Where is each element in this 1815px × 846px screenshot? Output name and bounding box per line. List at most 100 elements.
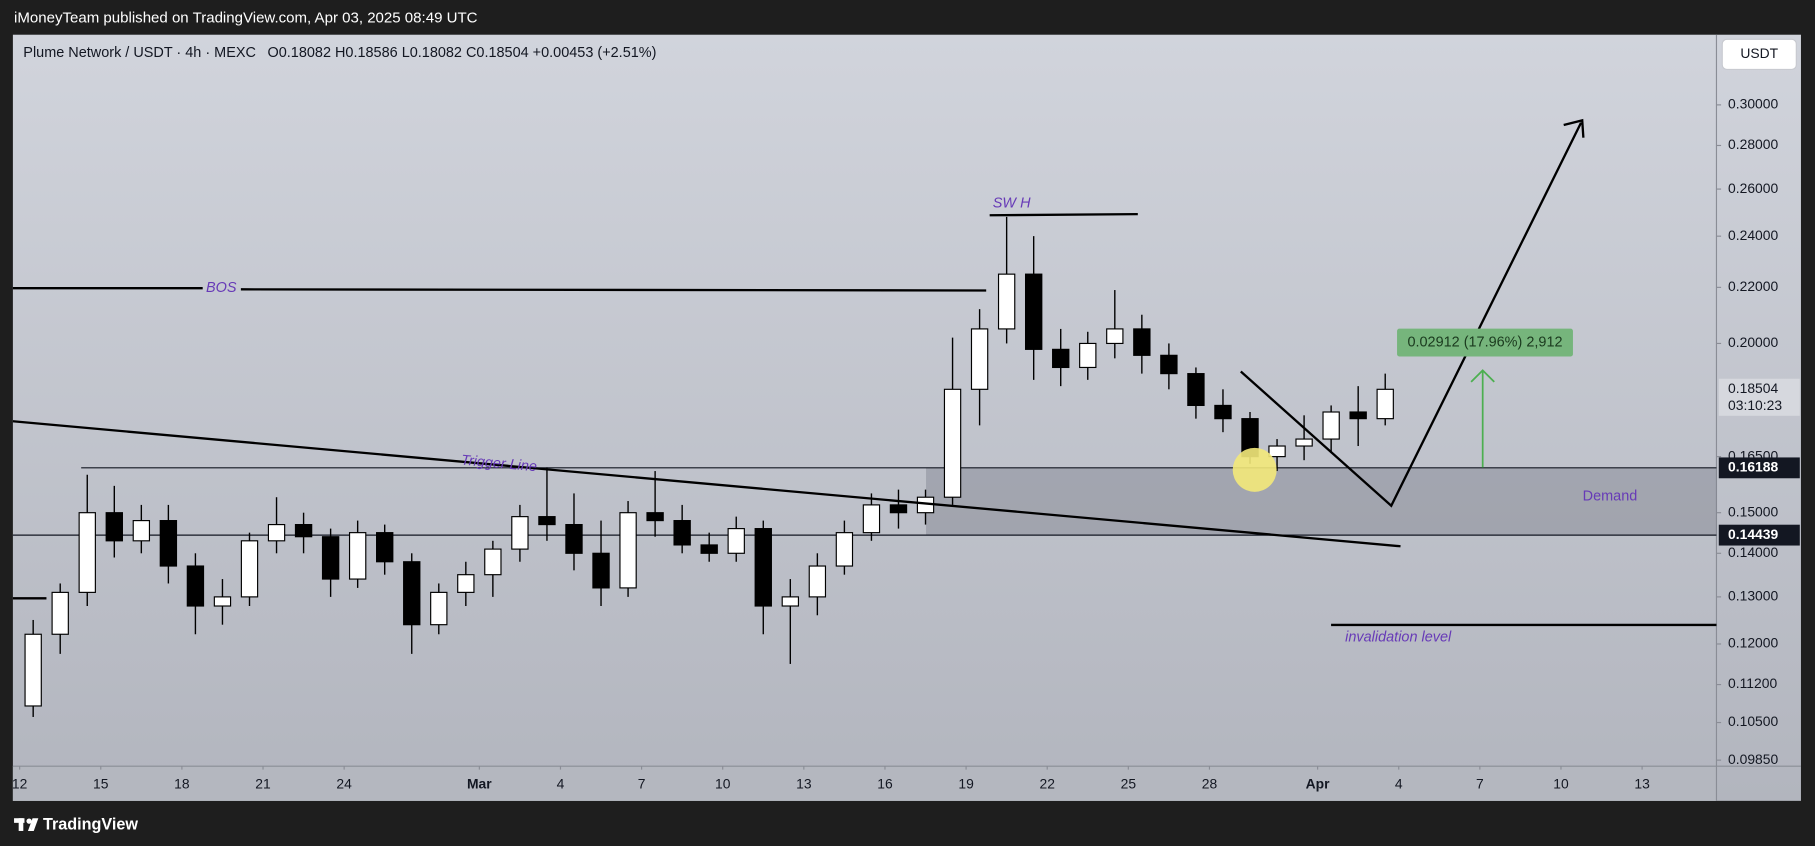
candle-body — [1295, 438, 1313, 447]
candle-body — [430, 591, 448, 626]
level-price-label: 0.16188 — [1728, 459, 1778, 475]
candle-body — [1268, 445, 1286, 458]
x-tick-label: 13 — [1634, 775, 1650, 791]
candle-body — [1079, 342, 1097, 369]
y-tick-label: 0.09850 — [1728, 751, 1778, 767]
level-price-label: 0.14439 — [1728, 526, 1778, 542]
swh-label: SW H — [993, 196, 1031, 212]
x-tick-label: 15 — [93, 775, 109, 791]
candle-body — [673, 520, 691, 546]
logo-part — [26, 818, 32, 824]
x-tick-label: Mar — [467, 775, 492, 791]
candle-body — [1349, 411, 1367, 420]
candle-body — [808, 565, 827, 598]
candle-body — [213, 596, 232, 607]
x-tick-label: 28 — [1202, 775, 1218, 791]
candle-body — [646, 512, 664, 522]
x-tick-label: 21 — [255, 775, 271, 791]
y-tick-label: 0.10500 — [1728, 713, 1778, 729]
candle-body — [159, 520, 178, 567]
legend-ohlc: O0.18082 H0.18586 L0.18082 C0.18504 +0.0… — [268, 45, 657, 61]
publisher: iMoneyTeam published on TradingView.com,… — [14, 9, 478, 26]
x-tick-label: 7 — [638, 775, 646, 791]
x-tick-label: 24 — [336, 775, 352, 791]
x-tick-label: 18 — [174, 775, 190, 791]
x-tick-label: 4 — [557, 775, 565, 791]
y-tick-label: 0.28000 — [1728, 136, 1778, 152]
chart-panel — [12, 34, 1801, 801]
highlight-circle — [1232, 447, 1277, 492]
currency-button[interactable] — [1721, 38, 1797, 71]
measure-arrowhead — [1470, 369, 1495, 383]
candle-body — [1187, 373, 1205, 407]
candle-body — [1052, 348, 1070, 369]
candle-body — [105, 512, 123, 542]
candle-body — [700, 544, 718, 554]
x-tick-label: 12 — [12, 775, 28, 791]
candle-body — [457, 574, 475, 593]
candle-body — [835, 532, 854, 567]
candle-body — [24, 633, 42, 707]
currency-label[interactable]: USDT — [1740, 45, 1778, 61]
y-tick-label: 0.24000 — [1728, 227, 1778, 243]
candle-body — [1160, 354, 1178, 375]
candle-body — [970, 328, 989, 390]
y-tick-label: 0.22000 — [1728, 278, 1778, 294]
x-tick-label: 16 — [877, 775, 893, 791]
candle-body — [376, 532, 394, 563]
candle-body — [1106, 328, 1124, 345]
y-tick-label: 0.14000 — [1728, 544, 1778, 560]
invalidation-label: invalidation level — [1345, 629, 1452, 645]
x-tick-label: 22 — [1039, 775, 1055, 791]
footer-brand: TradingView — [43, 815, 138, 833]
x-tick-label: 10 — [1553, 775, 1569, 791]
candle-body — [403, 561, 421, 626]
candle-body — [511, 516, 529, 550]
candle-body — [78, 512, 96, 593]
logo-part — [27, 818, 39, 831]
y-tick-label: 0.20000 — [1728, 334, 1778, 350]
measure-label: 0.02912 (17.96%) 2,912 — [1407, 334, 1562, 350]
y-tick-label: 0.26000 — [1728, 180, 1778, 196]
footer-logo — [14, 818, 39, 831]
candle-body — [267, 524, 286, 542]
candle-body — [943, 388, 962, 498]
time-axis — [12, 766, 1717, 801]
x-tick-label: 4 — [1395, 775, 1403, 791]
x-tick-label: 10 — [715, 775, 731, 791]
candle-body — [1322, 411, 1340, 440]
candle-body — [240, 540, 259, 598]
x-axis: 12 15 18 21 24 Mar 4 7 10 13 16 19 22 25 28 Apr 4 7 10 13 — [12, 766, 1650, 791]
last-price-label: 0.18504 — [1728, 380, 1778, 396]
level-price-box — [1718, 524, 1800, 546]
candle-body — [754, 528, 772, 607]
candle-body — [132, 520, 151, 542]
legend-symbol: Plume Network / USDT · 4h · MEXC — [23, 45, 256, 61]
bos-label: BOS — [206, 280, 237, 296]
candle-body — [565, 524, 583, 554]
candle-body — [862, 504, 881, 534]
last-price-box — [1718, 378, 1800, 416]
y-tick-label: 0.13000 — [1728, 588, 1778, 604]
measure-box — [1397, 328, 1573, 357]
candle-body — [619, 512, 637, 589]
trigger-line — [12, 420, 1401, 548]
x-tick-label: 19 — [958, 775, 974, 791]
y-tick-label: 0.15000 — [1728, 503, 1778, 519]
levels — [12, 467, 1717, 536]
candle-body — [294, 524, 313, 538]
projection-arrowhead — [1563, 118, 1585, 138]
x-tick-label: 25 — [1121, 775, 1137, 791]
candle-body — [51, 591, 69, 635]
x-tick-label: Apr — [1306, 775, 1330, 791]
candle-body — [727, 528, 745, 554]
bos-line — [240, 288, 987, 292]
candle-body — [781, 596, 800, 607]
y-axis: 0.30000 0.28000 0.26000 0.24000 0.22000 0.200… — [1716, 96, 1800, 767]
trigger-label: Trigger Line — [460, 453, 537, 476]
candle-body — [484, 548, 502, 576]
y-tick-label: 0.12000 — [1728, 635, 1778, 651]
y-tick-label: 0.11200 — [1728, 675, 1777, 691]
candle-body — [1214, 404, 1232, 420]
